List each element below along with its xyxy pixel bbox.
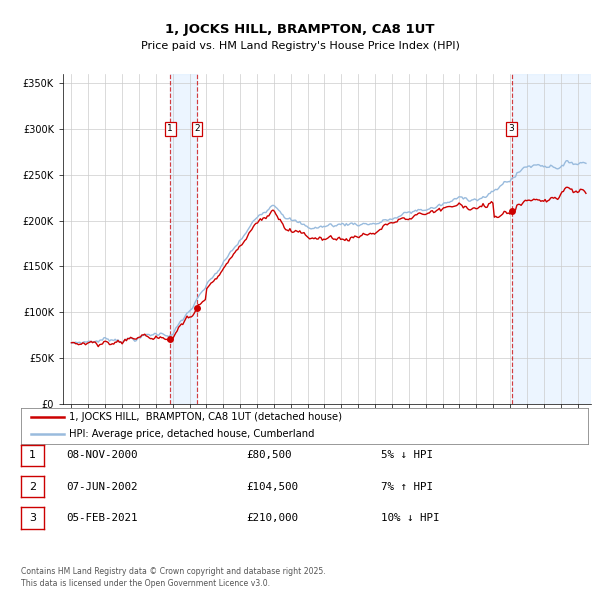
- Text: 3: 3: [509, 124, 514, 133]
- Text: £210,000: £210,000: [246, 513, 298, 523]
- Text: 2: 2: [194, 124, 200, 133]
- Text: 1, JOCKS HILL,  BRAMPTON, CA8 1UT (detached house): 1, JOCKS HILL, BRAMPTON, CA8 1UT (detach…: [69, 412, 342, 422]
- Text: £104,500: £104,500: [246, 482, 298, 491]
- Text: 3: 3: [29, 513, 36, 523]
- Text: Price paid vs. HM Land Registry's House Price Index (HPI): Price paid vs. HM Land Registry's House …: [140, 41, 460, 51]
- Text: HPI: Average price, detached house, Cumberland: HPI: Average price, detached house, Cumb…: [69, 430, 314, 440]
- Text: 08-NOV-2000: 08-NOV-2000: [66, 451, 137, 460]
- Bar: [170, 74, 197, 404]
- Text: 7% ↑ HPI: 7% ↑ HPI: [381, 482, 433, 491]
- Bar: [512, 74, 591, 404]
- Text: 1: 1: [167, 124, 173, 133]
- Text: 07-JUN-2002: 07-JUN-2002: [66, 482, 137, 491]
- Text: £80,500: £80,500: [246, 451, 292, 460]
- Text: 2: 2: [29, 482, 36, 491]
- Text: Contains HM Land Registry data © Crown copyright and database right 2025.
This d: Contains HM Land Registry data © Crown c…: [21, 567, 326, 588]
- Text: 05-FEB-2021: 05-FEB-2021: [66, 513, 137, 523]
- Text: 1, JOCKS HILL, BRAMPTON, CA8 1UT: 1, JOCKS HILL, BRAMPTON, CA8 1UT: [165, 23, 435, 36]
- Text: 5% ↓ HPI: 5% ↓ HPI: [381, 451, 433, 460]
- Text: 10% ↓ HPI: 10% ↓ HPI: [381, 513, 439, 523]
- Text: 1: 1: [29, 451, 36, 460]
